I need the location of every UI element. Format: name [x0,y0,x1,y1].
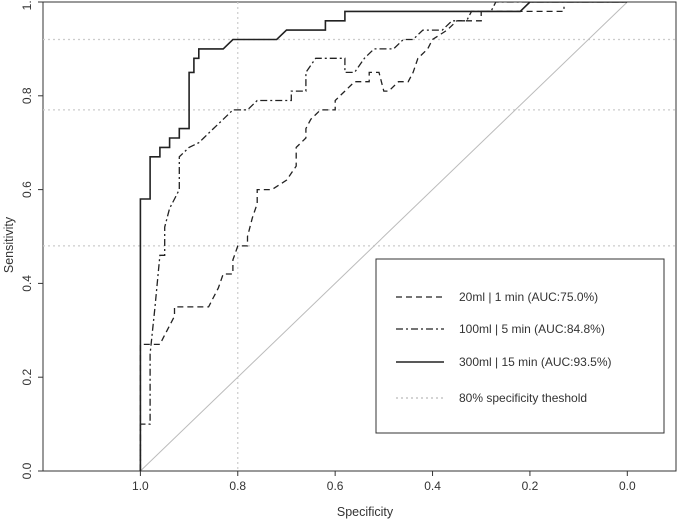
roc-line-100ml [139,2,628,471]
reference-diagonal [139,2,629,471]
roc-series [139,2,628,471]
x-tick-label: 1.0 [132,479,149,493]
legend-label: 20ml | 1 min (AUC:75.0%) [459,290,598,304]
legend-item-100ml: 100ml | 5 min (AUC:84.8%) [396,322,605,336]
y-tick-label: 0.0 [20,462,34,479]
legend-label: 80% specificity theshold [459,391,587,405]
y-tick-label: 0.2 [20,369,34,386]
y-axis-label: Sensitivity [2,216,16,273]
roc-line-300ml [139,2,628,471]
legend: 20ml | 1 min (AUC:75.0%) 100ml | 5 min (A… [375,258,665,434]
x-tick-label: 0.8 [229,479,246,493]
x-tick-label: 0.4 [424,479,441,493]
x-axis: 1.0 0.8 0.6 0.4 0.2 0.0 [132,471,636,493]
legend-item-300ml: 300ml | 15 min (AUC:93.5%) [396,355,612,369]
x-tick-label: 0.0 [619,479,636,493]
roc-line-20ml [139,6,565,471]
x-axis-label: Specificity [337,505,394,519]
y-tick-label: 0.8 [20,87,34,104]
y-tick-label: 0.6 [20,181,34,198]
legend-label: 300ml | 15 min (AUC:93.5%) [459,355,612,369]
legend-box [375,258,665,434]
y-tick-label: 0.4 [20,275,34,292]
y-axis: 0.0 0.2 0.4 0.6 0.8 1.0 [20,0,43,479]
legend-label: 100ml | 5 min (AUC:84.8%) [459,322,605,336]
x-tick-label: 0.2 [522,479,539,493]
threshold-lines [43,2,676,471]
legend-item-threshold: 80% specificity theshold [396,391,587,405]
y-tick-label: 1.0 [20,0,34,10]
legend-item-20ml: 20ml | 1 min (AUC:75.0%) [396,290,598,304]
x-tick-label: 0.6 [327,479,344,493]
